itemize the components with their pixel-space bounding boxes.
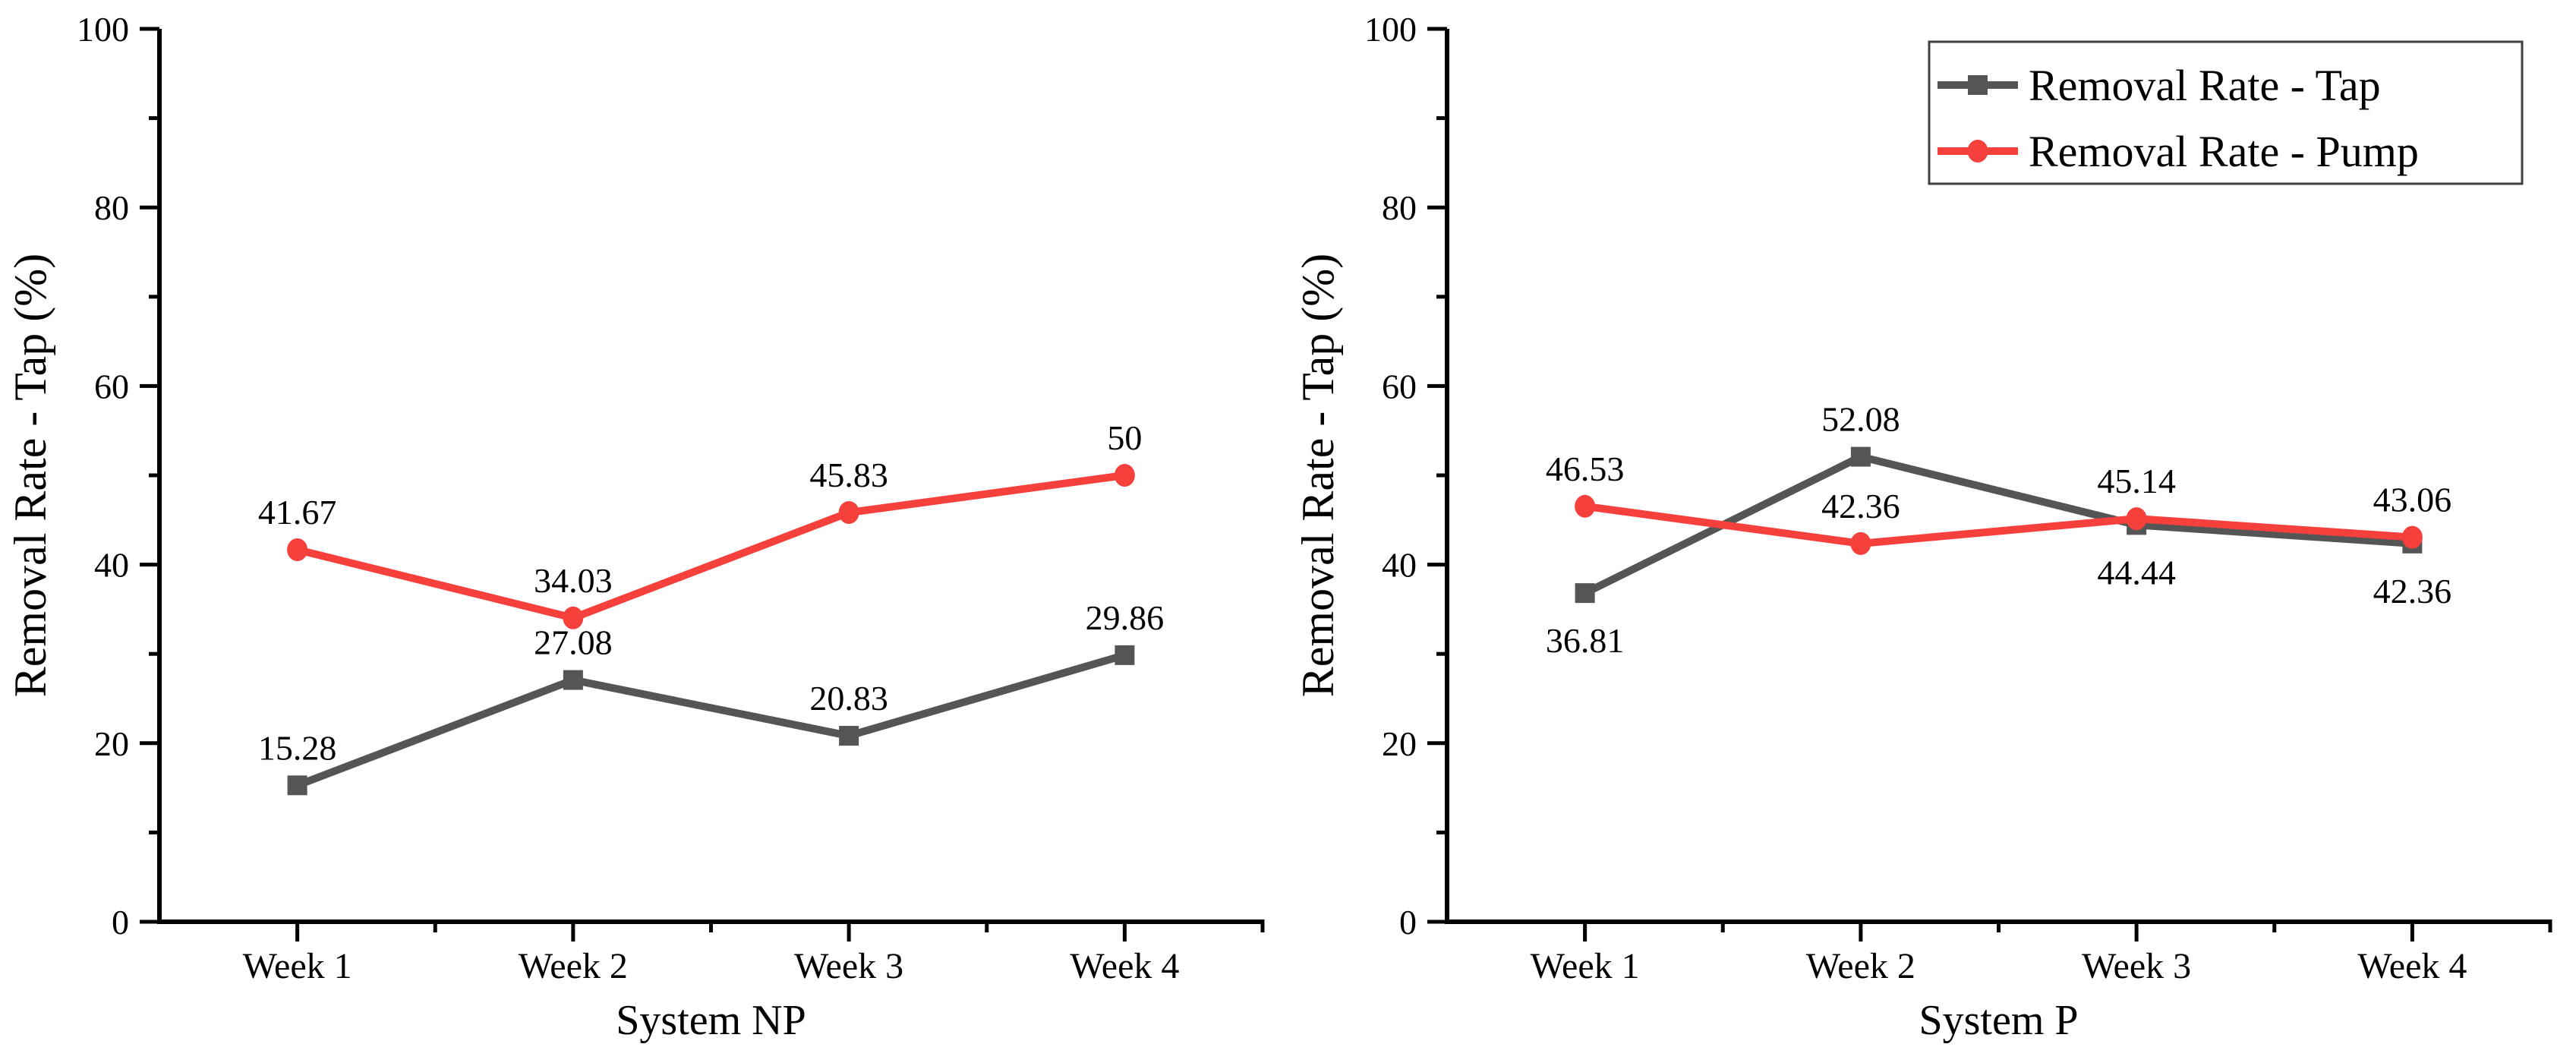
data-point-marker-tap <box>1575 583 1595 604</box>
x-tick-label: Week 3 <box>794 946 903 986</box>
series <box>1575 446 2423 604</box>
point-label: 42.36 <box>1821 487 1900 525</box>
series-line-pump <box>293 472 1129 622</box>
chart-system-p: 0 20 40 60 80 100 Week 1 Week 2 Week 3 Week 4 Syst… <box>1293 10 2552 1044</box>
point-label: 43.06 <box>2373 481 2452 519</box>
data-point-marker-tap <box>563 670 583 690</box>
chart-system-np: 0 20 40 60 80 100 Week 1 Week 2 Week 3 Week 4 Syst… <box>5 10 1265 1044</box>
series <box>287 464 1135 796</box>
legend-entry-label: Removal Rate - Pump <box>2029 127 2419 176</box>
legend-entry-label: Removal Rate - Tap <box>2029 61 2381 110</box>
data-point-marker-tap <box>1850 446 1871 467</box>
series-line-pump <box>1581 502 2417 547</box>
data-point-marker-tap <box>1115 645 1135 665</box>
data-point-marker-pump <box>1575 494 1596 518</box>
point-labels: 15.28 27.08 20.83 29.86 41.67 34.03 45.83 50 <box>258 418 1164 767</box>
y-axis-title: Removal Rate - Tap (%) <box>5 254 55 698</box>
legend-marker-tap <box>1968 75 1988 95</box>
y-tick-label: 100 <box>77 10 129 49</box>
point-label: 29.86 <box>1086 598 1165 637</box>
y-tick-label: 80 <box>1382 188 1417 227</box>
series-line-tap <box>293 651 1129 790</box>
y-axis-title: Removal Rate - Tap (%) <box>1293 254 1343 698</box>
chart-panel-system-np: 0 20 40 60 80 100 Week 1 Week 2 Week 3 Week 4 Syst… <box>5 10 1265 1044</box>
x-tick-label: Week 2 <box>519 946 628 986</box>
point-label: 20.83 <box>809 679 888 718</box>
point-label: 42.36 <box>2373 572 2452 610</box>
point-label: 27.08 <box>534 623 613 662</box>
x-tick-label: Week 2 <box>1806 946 1915 986</box>
data-point-marker-pump <box>838 501 859 525</box>
axes: 0 20 40 60 80 100 Week 1 Week 2 Week 3 Week 4 Syst… <box>1293 10 2552 1044</box>
chart-panel-system-p: 0 20 40 60 80 100 Week 1 Week 2 Week 3 Week 4 Syst… <box>1288 0 2575 1063</box>
y-tick-label: 20 <box>94 724 129 763</box>
x-tick-label: Week 1 <box>243 946 352 986</box>
point-label: 50 <box>1107 418 1142 457</box>
y-tick-label: 80 <box>94 188 129 227</box>
point-label: 34.03 <box>534 561 613 600</box>
point-label: 46.53 <box>1546 449 1625 488</box>
y-tick-label: 40 <box>94 546 129 585</box>
y-tick-label: 100 <box>1364 10 1417 49</box>
y-tick-label: 60 <box>94 367 129 405</box>
x-tick-label: Week 3 <box>2082 946 2191 986</box>
axes: 0 20 40 60 80 100 Week 1 Week 2 Week 3 Week 4 Syst… <box>5 10 1265 1044</box>
data-point-marker-pump <box>1114 464 1135 487</box>
point-label: 41.67 <box>258 493 337 532</box>
y-tick-label: 20 <box>1382 724 1417 763</box>
data-point-marker-tap <box>287 775 307 796</box>
data-point-marker-pump <box>2401 525 2423 549</box>
point-label: 36.81 <box>1546 621 1625 660</box>
x-axis-title: System P <box>1919 997 2078 1044</box>
legend: Removal Rate - Tap Removal Rate - Pump <box>1928 40 2524 185</box>
x-tick-label: Week 1 <box>1531 946 1640 986</box>
point-label: 45.83 <box>809 456 888 494</box>
y-tick-label: 0 <box>1399 903 1417 942</box>
legend-box <box>1928 40 2524 185</box>
x-tick-label: Week 4 <box>1070 946 1179 986</box>
data-point-marker-pump <box>563 606 584 629</box>
y-tick-label: 40 <box>1382 546 1417 585</box>
data-point-marker-pump <box>1850 532 1871 555</box>
y-tick-label: 60 <box>1382 367 1417 405</box>
x-axis-title: System NP <box>616 997 806 1044</box>
point-label: 45.14 <box>2097 462 2176 500</box>
data-point-marker-tap <box>839 726 859 746</box>
legend-marker-pump <box>1967 140 1988 162</box>
point-labels: 36.81 52.08 44.44 42.36 46.53 42.36 45.14 43.06 <box>1546 400 2451 661</box>
point-label: 44.44 <box>2097 553 2176 591</box>
point-label: 52.08 <box>1821 400 1900 439</box>
data-point-marker-pump <box>287 538 308 561</box>
y-tick-label: 0 <box>112 903 129 942</box>
x-tick-label: Week 4 <box>2357 946 2467 986</box>
point-label: 15.28 <box>258 728 337 767</box>
data-point-marker-pump <box>2126 507 2147 531</box>
